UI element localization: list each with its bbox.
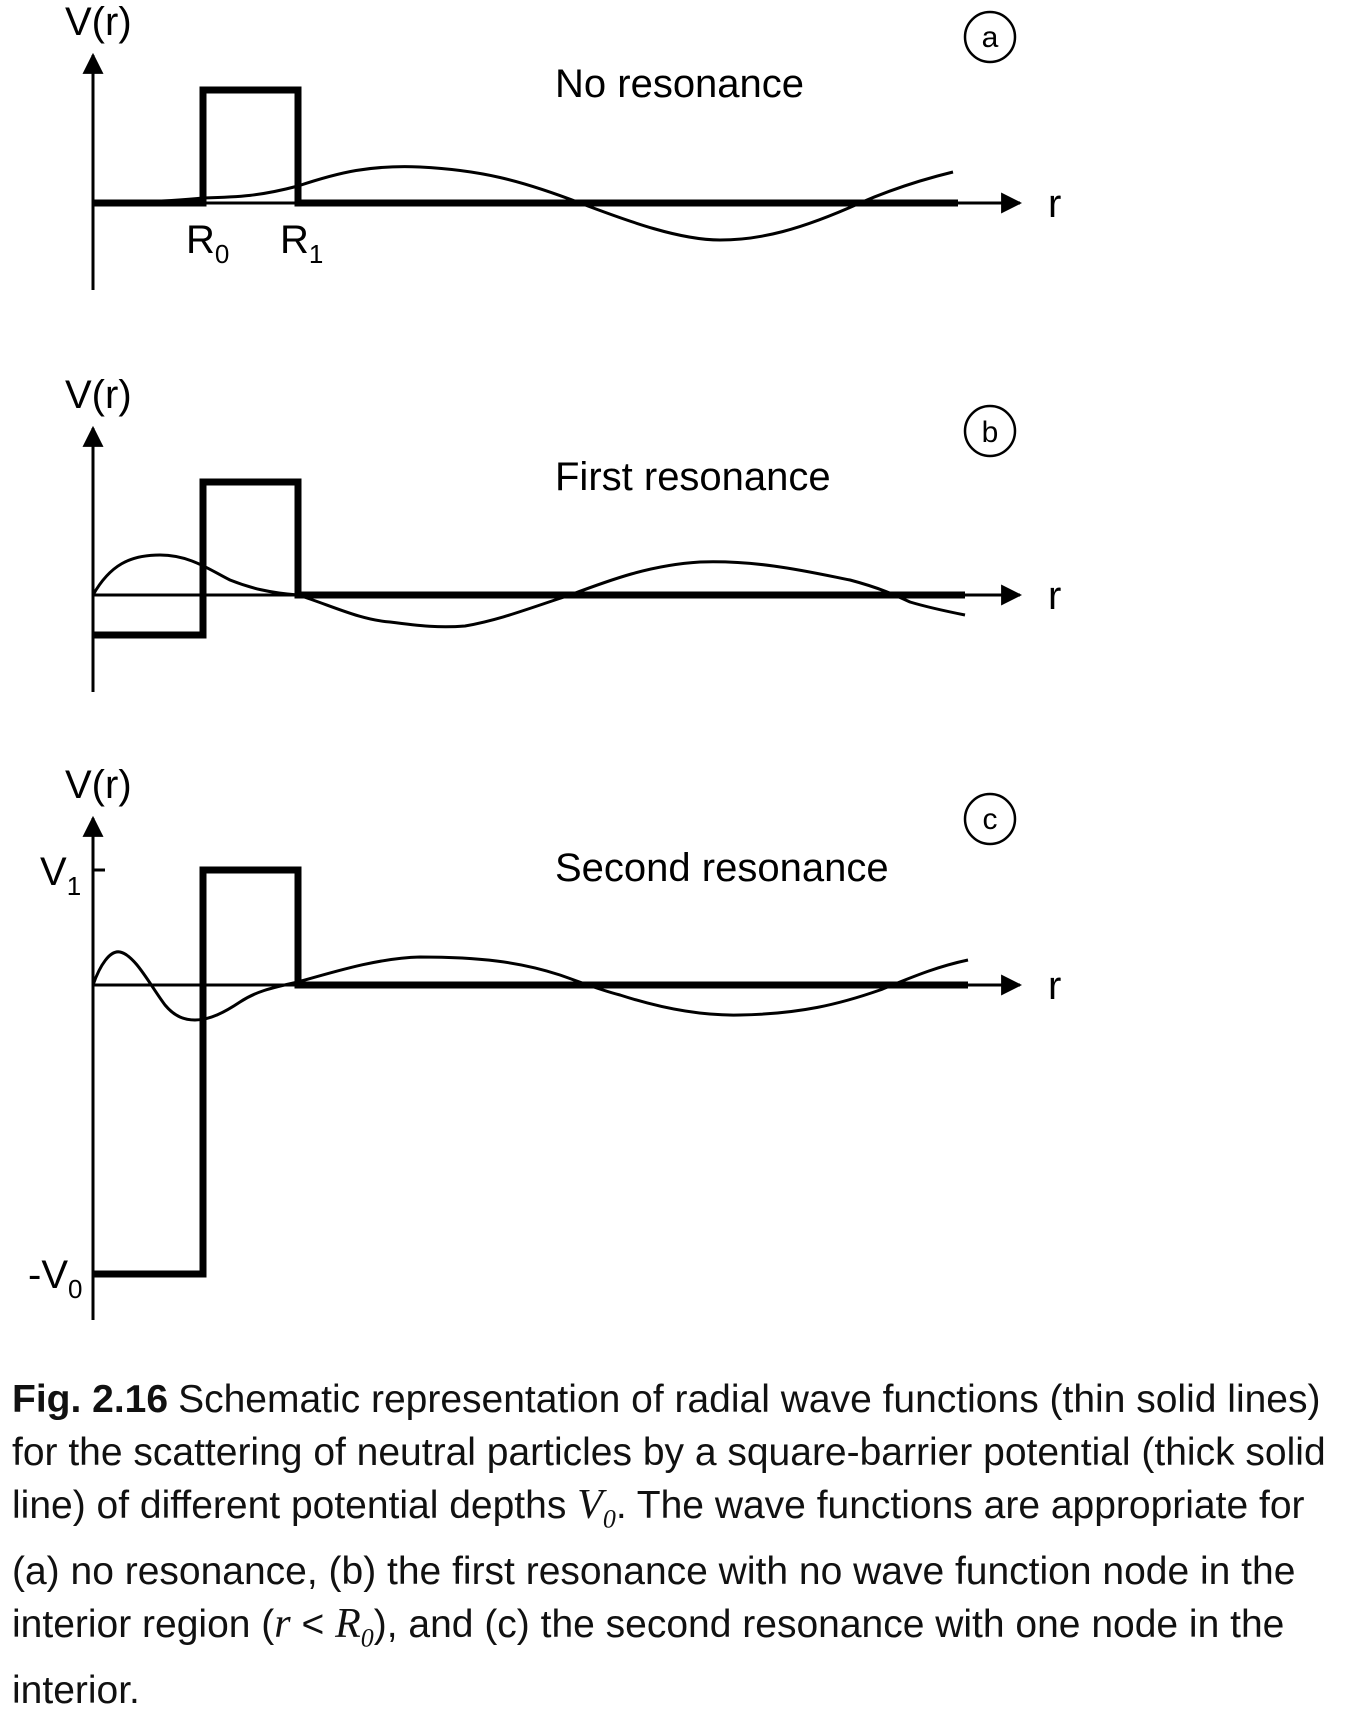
panel-c-ylabel: V(r) xyxy=(65,763,132,807)
panel-c-potential xyxy=(93,866,968,1278)
panel-c-tick-v1: V1 xyxy=(40,850,81,901)
panel-a-ylabel: V(r) xyxy=(65,0,132,44)
panel-a: V(r) r a No resonance R0 R1 xyxy=(65,0,1061,290)
panel-b-xlabel: r xyxy=(1048,574,1061,618)
caption-v0: V0 xyxy=(577,1482,616,1534)
panel-c-tick-minus-v0: -V0 xyxy=(28,1253,82,1304)
panel-b-badge-circle xyxy=(963,404,1017,458)
panel-a-xlabel: r xyxy=(1048,182,1061,226)
panel-a-title: No resonance xyxy=(555,62,804,106)
caption-text-2: . The wave functions are appropriate for… xyxy=(12,1484,1305,1647)
panel-c: V(r) r c Second resonance V1 -V0 xyxy=(28,763,1061,1320)
caption-r: r xyxy=(274,1601,291,1648)
figure-caption: Fig. 2.16 Schematic representation of rad… xyxy=(12,1374,1347,1718)
panel-b-ylabel: V(r) xyxy=(65,373,132,417)
panel-b-title: First resonance xyxy=(555,455,831,499)
figure-number: Fig. 2.16 xyxy=(12,1378,169,1421)
panel-c-badge-circle xyxy=(963,792,1017,846)
panel-b-potential xyxy=(93,478,965,639)
panel-a-potential xyxy=(93,86,958,207)
diagram-canvas: V(r) r a No resonance R0 R1 V(r) r b Fir… xyxy=(28,0,1061,1320)
panel-c-title: Second resonance xyxy=(555,846,889,890)
caption-r0: R0 xyxy=(335,1601,374,1653)
panel-c-wavefunction xyxy=(91,950,969,1022)
panel-a-badge: a xyxy=(982,21,999,54)
panel-c-xlabel: r xyxy=(1048,964,1061,1008)
caption-text-3: ), and (c) the second resonance with one… xyxy=(12,1603,1285,1713)
caption-text-1: Schematic representation of radial wave … xyxy=(12,1378,1326,1527)
caption-lt: < xyxy=(290,1603,336,1647)
panel-b-badge: b xyxy=(982,416,999,449)
panel-c-badge: c xyxy=(983,803,998,836)
panel-b: V(r) r b First resonance xyxy=(65,373,1061,692)
panel-a-wavefunction xyxy=(92,165,954,242)
figure: V(r) r a No resonance R0 R1 V(r) r b Fir… xyxy=(28,0,1061,1320)
panel-a-badge-circle xyxy=(963,10,1017,64)
panel-a-tick-r1: R1 xyxy=(280,218,323,269)
panel-a-tick-r0: R0 xyxy=(186,218,229,269)
panel-b-wavefunction xyxy=(91,553,966,629)
